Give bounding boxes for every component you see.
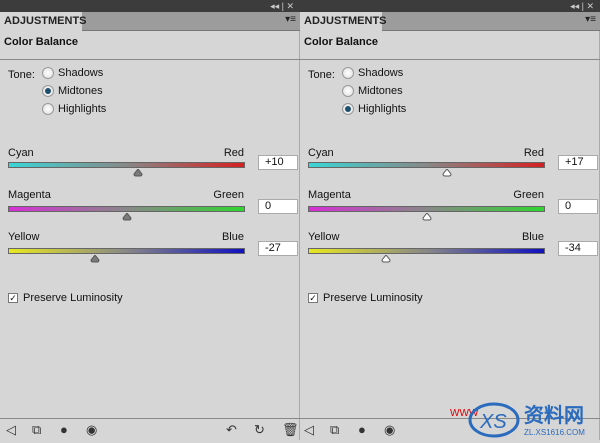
slider-right-label: Red bbox=[523, 147, 544, 159]
panel-menu-icon[interactable]: ▾≡ bbox=[285, 14, 296, 25]
radio-button[interactable] bbox=[42, 85, 54, 97]
slider-left-label: Cyan bbox=[308, 147, 334, 159]
radio-label: Midtones bbox=[358, 85, 403, 97]
collapse-icon[interactable]: ◂◂ | ✕ bbox=[570, 1, 594, 11]
tab-adjustments[interactable]: ADJUSTMENTS bbox=[300, 12, 387, 31]
slider-left-label: Magenta bbox=[308, 189, 351, 201]
slider-right-label: Green bbox=[213, 189, 244, 201]
radio-button[interactable] bbox=[342, 67, 354, 79]
slider-right-label: Blue bbox=[521, 231, 544, 243]
radio-label: Highlights bbox=[358, 103, 407, 115]
adjustments-panel: ◂◂ | ✕ ADJUSTMENTS ▾≡ Color Balance Tone:… bbox=[300, 0, 600, 440]
adjustment-title: Color Balance bbox=[304, 36, 378, 48]
checkbox-label: Preserve Luminosity bbox=[23, 292, 123, 304]
panel-title-bar: ◂◂ | ✕ bbox=[0, 0, 300, 12]
svg-text:WWW: WWW bbox=[450, 408, 479, 419]
radio-label: Shadows bbox=[358, 67, 404, 79]
radio-button[interactable] bbox=[342, 85, 354, 97]
svg-text:ZL.XS1616.COM: ZL.XS1616.COM bbox=[524, 428, 585, 437]
tone-radio-shadows[interactable]: Shadows bbox=[42, 66, 103, 80]
radio-button[interactable] bbox=[342, 103, 354, 115]
radio-button[interactable] bbox=[42, 67, 54, 79]
radio-label: Highlights bbox=[58, 103, 107, 115]
checkbox[interactable]: ✓ bbox=[308, 293, 318, 303]
tone-radio-shadows[interactable]: Shadows bbox=[342, 66, 403, 80]
tone-label: Tone: bbox=[308, 69, 335, 81]
watermark-logo: WWW XS 资料网 ZL.XS1616.COM bbox=[448, 398, 598, 440]
preserve-luminosity-checkbox[interactable]: ✓ Preserve Luminosity bbox=[8, 292, 123, 304]
divider bbox=[300, 59, 600, 60]
slider-value-input[interactable]: 0 bbox=[558, 199, 598, 214]
slider-value-input[interactable]: -27 bbox=[258, 241, 298, 256]
slider-left-label: Cyan bbox=[8, 147, 34, 159]
radio-label: Midtones bbox=[58, 85, 103, 97]
tone-label: Tone: bbox=[8, 69, 35, 81]
trash-icon[interactable]: 🗑 bbox=[282, 422, 299, 437]
tone-radio-midtones[interactable]: Midtones bbox=[342, 84, 403, 98]
previous-state-icon[interactable]: ↶ bbox=[226, 422, 237, 437]
slider-value-input[interactable]: +17 bbox=[558, 155, 598, 170]
adjustments-panel: ◂◂ | ✕ ADJUSTMENTS ▾≡ Color Balance Tone:… bbox=[0, 0, 300, 440]
slider-track-magenta-green[interactable] bbox=[308, 206, 545, 212]
panel-title-bar: ◂◂ | ✕ bbox=[300, 0, 600, 12]
slider-left-label: Yellow bbox=[8, 231, 40, 243]
tab-row: ADJUSTMENTS ▾≡ bbox=[0, 12, 300, 31]
checkbox-label: Preserve Luminosity bbox=[323, 292, 423, 304]
collapse-icon[interactable]: ◂◂ | ✕ bbox=[270, 1, 294, 11]
slider-right-label: Red bbox=[223, 147, 244, 159]
eye-icon[interactable]: ◉ bbox=[86, 422, 98, 437]
slider-right-label: Green bbox=[513, 189, 544, 201]
radio-label: Shadows bbox=[58, 67, 104, 79]
slider-left-label: Magenta bbox=[8, 189, 51, 201]
bottom-toolbar: ◁ ⧉ ● ◉ ↶ ↻ 🗑 bbox=[0, 418, 300, 440]
slider-track-yellow-blue[interactable] bbox=[8, 248, 245, 254]
tone-radio-midtones[interactable]: Midtones bbox=[42, 84, 103, 98]
divider bbox=[0, 59, 300, 60]
tab-row: ADJUSTMENTS ▾≡ bbox=[300, 12, 600, 31]
back-arrow-icon[interactable]: ◁ bbox=[304, 422, 314, 437]
slider-left-label: Yellow bbox=[308, 231, 340, 243]
adjustment-title: Color Balance bbox=[4, 36, 78, 48]
visibility-mask-icon[interactable]: ● bbox=[60, 422, 68, 437]
radio-button[interactable] bbox=[42, 103, 54, 115]
slider-track-yellow-blue[interactable] bbox=[308, 248, 545, 254]
slider-track-cyan-red[interactable] bbox=[308, 162, 545, 168]
back-arrow-icon[interactable]: ◁ bbox=[6, 422, 16, 437]
slider-value-input[interactable]: 0 bbox=[258, 199, 298, 214]
bottom-toolbar: ◁ ⧉ ● ◉ bbox=[300, 418, 600, 440]
clip-layer-icon[interactable]: ⧉ bbox=[330, 422, 340, 437]
clip-layer-icon[interactable]: ⧉ bbox=[32, 422, 42, 437]
svg-text:XS: XS bbox=[479, 411, 507, 433]
svg-text:资料网: 资料网 bbox=[524, 403, 584, 427]
slider-track-magenta-green[interactable] bbox=[8, 206, 245, 212]
slider-track-cyan-red[interactable] bbox=[8, 162, 245, 168]
slider-value-input[interactable]: +10 bbox=[258, 155, 298, 170]
reset-icon[interactable]: ↻ bbox=[254, 422, 265, 437]
slider-value-input[interactable]: -34 bbox=[558, 241, 598, 256]
preserve-luminosity-checkbox[interactable]: ✓ Preserve Luminosity bbox=[308, 292, 423, 304]
visibility-mask-icon[interactable]: ● bbox=[358, 422, 366, 437]
slider-right-label: Blue bbox=[221, 231, 244, 243]
tone-radio-highlights[interactable]: Highlights bbox=[342, 102, 406, 116]
checkbox[interactable]: ✓ bbox=[8, 293, 18, 303]
eye-icon[interactable]: ◉ bbox=[384, 422, 396, 437]
panel-menu-icon[interactable]: ▾≡ bbox=[585, 14, 596, 25]
tone-radio-highlights[interactable]: Highlights bbox=[42, 102, 106, 116]
tab-adjustments[interactable]: ADJUSTMENTS bbox=[0, 12, 87, 31]
